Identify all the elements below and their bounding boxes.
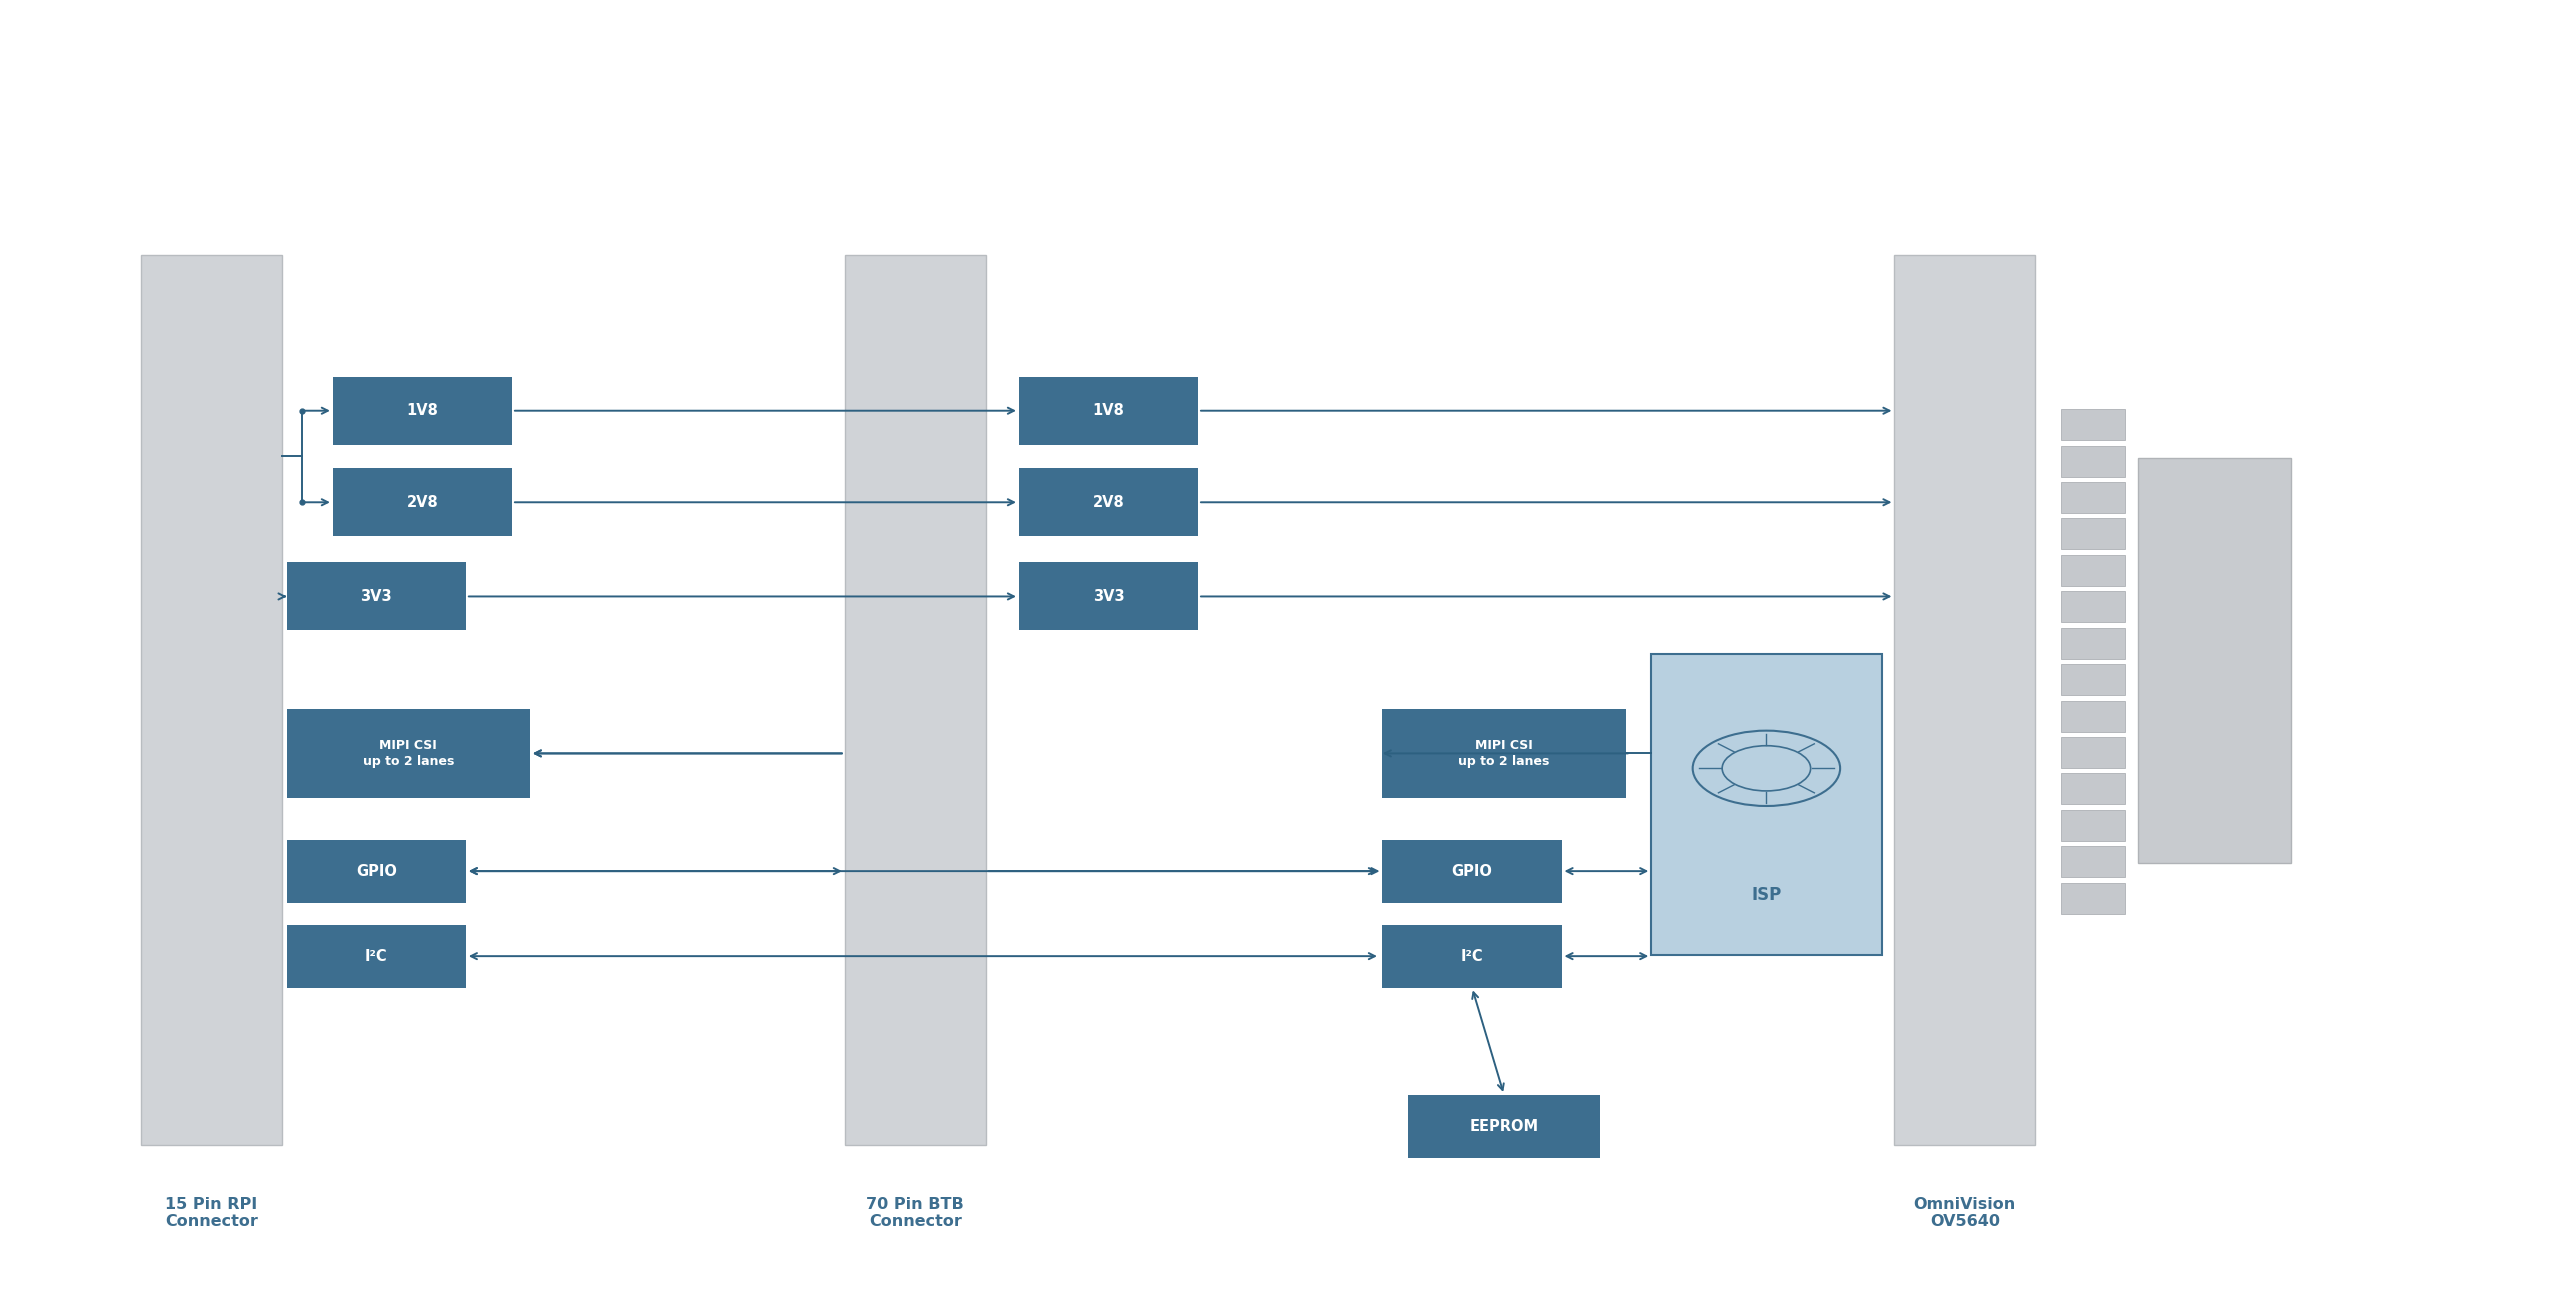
Text: I²C: I²C [366, 948, 387, 964]
Bar [2061, 883, 2125, 914]
Bar [1382, 925, 1562, 988]
Bar [1382, 840, 1562, 903]
Bar [2061, 846, 2125, 878]
Bar [2061, 518, 2125, 549]
Bar [1019, 468, 1198, 536]
Bar [1382, 709, 1626, 798]
Text: 3V3: 3V3 [1093, 589, 1124, 604]
Bar [2061, 481, 2125, 513]
Bar [2061, 773, 2125, 804]
Bar [287, 562, 466, 630]
Bar [141, 255, 282, 1144]
Bar [2061, 810, 2125, 841]
Text: 3V3: 3V3 [361, 589, 392, 604]
Bar [2061, 628, 2125, 659]
Text: 2V8: 2V8 [1093, 494, 1124, 510]
Bar [2061, 555, 2125, 586]
Text: 1V8: 1V8 [1093, 403, 1124, 419]
Bar [1408, 1095, 1600, 1158]
Bar [1019, 562, 1198, 630]
Bar [1894, 255, 2035, 1144]
Bar [287, 925, 466, 988]
Text: 2V8: 2V8 [407, 494, 438, 510]
Text: GPIO: GPIO [1452, 863, 1492, 879]
Bar [1651, 654, 1882, 955]
Text: MIPI CSI
up to 2 lanes: MIPI CSI up to 2 lanes [364, 739, 453, 768]
Text: GPIO: GPIO [356, 863, 397, 879]
Text: 1V8: 1V8 [407, 403, 438, 419]
Bar [287, 709, 530, 798]
Bar [333, 377, 512, 445]
Text: 15 Pin RPI
Connector: 15 Pin RPI Connector [164, 1197, 259, 1230]
Bar [2061, 446, 2125, 476]
Bar [333, 468, 512, 536]
Bar [2061, 701, 2125, 731]
Bar [2138, 458, 2291, 863]
Bar [2061, 738, 2125, 768]
Text: 70 Pin BTB
Connector: 70 Pin BTB Connector [865, 1197, 965, 1230]
Text: I²C: I²C [1462, 948, 1482, 964]
Bar [2061, 409, 2125, 439]
Text: OmniVision
OV5640: OmniVision OV5640 [1915, 1197, 2015, 1230]
Text: EEPROM: EEPROM [1469, 1118, 1539, 1134]
Bar [2061, 664, 2125, 695]
Text: ISP: ISP [1751, 886, 1782, 904]
Bar [845, 255, 986, 1144]
Bar [1019, 377, 1198, 445]
Bar [2061, 591, 2125, 623]
Bar [287, 840, 466, 903]
Text: MIPI CSI
up to 2 lanes: MIPI CSI up to 2 lanes [1459, 739, 1549, 768]
